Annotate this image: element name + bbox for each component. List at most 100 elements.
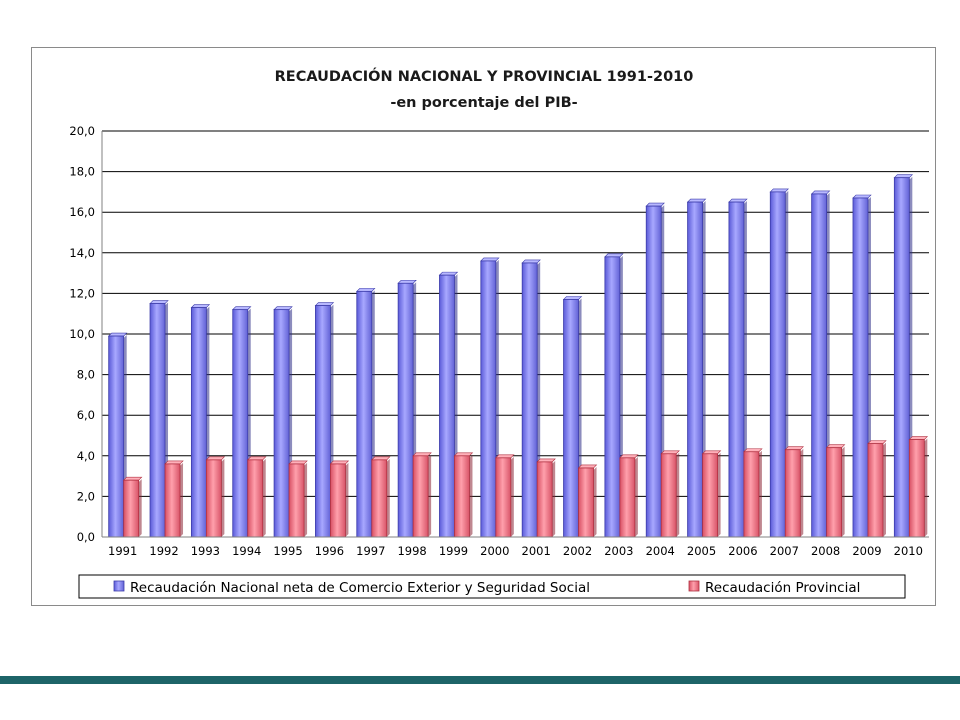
bar-nacional-top	[852, 194, 872, 199]
bar-provincial-side	[552, 460, 556, 537]
bar-provincial-top	[577, 464, 598, 469]
bottom-accent-band	[0, 676, 960, 684]
chart-subtitle: -en porcentaje del PIB-	[390, 95, 577, 111]
bar-provincial	[371, 459, 388, 538]
bar-nacional	[563, 299, 579, 538]
bar-provincial	[826, 447, 843, 538]
bar-nacional	[769, 191, 786, 538]
x-tick-label: 2001	[522, 544, 551, 558]
bar-nacional	[149, 303, 166, 538]
bar-nacional	[439, 274, 455, 538]
bar-provincial-side	[882, 442, 886, 537]
y-tick-label: 10,0	[69, 327, 95, 341]
legend: Recaudación Nacional neta de Comercio Ex…	[78, 574, 906, 599]
bar-provincial	[619, 457, 636, 538]
y-axis-tick-labels: 0,0 2,0 4,0 6,0 8,0 10,0 12,0 14,0 16,0 18,0 20,0	[69, 124, 95, 544]
bar-nacional	[645, 205, 662, 538]
bar-provincial-top	[619, 454, 639, 459]
y-tick-label: 20,0	[69, 124, 95, 138]
bar-nacional	[480, 260, 497, 538]
bar-nacional	[728, 201, 745, 538]
chart-title: RECAUDACIÓN NACIONAL Y PROVINCIAL 1991-2…	[275, 67, 694, 85]
bar-provincial	[205, 459, 222, 538]
bar-provincial	[454, 455, 470, 538]
bar-nacional-top	[769, 188, 789, 193]
bar-nacional-top	[686, 198, 707, 203]
bar-nacional-top	[397, 279, 417, 284]
bar-nacional	[108, 335, 125, 538]
bar-provincial-top	[205, 456, 226, 461]
bar-provincial-top	[495, 454, 515, 459]
bar-provincial-top	[784, 446, 804, 451]
bar-provincial-side	[593, 466, 597, 537]
bar-provincial-top	[867, 440, 887, 444]
bar-provincial	[743, 451, 760, 538]
chart-frame: RECAUDACIÓN NACIONAL Y PROVINCIAL 1991-2…	[31, 47, 936, 606]
bar-provincial-side	[510, 456, 514, 537]
bar-provincial	[330, 463, 346, 538]
bar-provincial-side	[304, 462, 308, 537]
bar-provincial-top	[412, 452, 432, 457]
bar-provincial-top	[122, 476, 143, 481]
bar-nacional-top	[314, 302, 335, 306]
bar-provincial	[578, 467, 594, 538]
bar-provincial	[908, 439, 925, 538]
bar-nacional-top	[728, 198, 748, 203]
x-tick-label: 2006	[728, 544, 757, 558]
legend-swatch-provincial	[688, 580, 700, 592]
bar-nacional-top	[356, 288, 376, 292]
bar-provincial-top	[908, 436, 929, 440]
y-tick-label: 12,0	[69, 286, 95, 300]
bar-provincial	[495, 457, 512, 538]
y-tick-label: 14,0	[69, 246, 95, 260]
y-tick-label: 6,0	[77, 408, 95, 422]
bar-provincial	[123, 479, 140, 538]
legend-label-provincial: Recaudación Provincial	[705, 580, 860, 596]
bar-chart: RECAUDACIÓN NACIONAL Y PROVINCIAL 1991-2…	[69, 67, 929, 599]
bar-provincial-side	[800, 448, 804, 537]
bar-nacional	[521, 262, 538, 538]
bar-provincial-side	[262, 458, 266, 537]
x-tick-label: 2007	[770, 544, 799, 558]
x-tick-label: 2010	[894, 544, 923, 558]
bar-nacional	[687, 201, 703, 538]
bars	[107, 174, 929, 538]
bar-provincial	[164, 463, 181, 538]
bar-provincial-side	[758, 450, 762, 537]
bar-provincial-side	[428, 454, 432, 537]
bar-nacional	[893, 177, 910, 538]
bar-nacional-top	[480, 257, 500, 262]
bar-provincial-side	[138, 479, 142, 537]
bar-provincial-side	[717, 452, 721, 537]
y-tick-label: 4,0	[77, 449, 95, 463]
x-tick-label: 1995	[273, 544, 302, 558]
bar-nacional	[190, 307, 207, 538]
bar-provincial	[784, 449, 801, 538]
bar-provincial-side	[345, 462, 349, 537]
bar-nacional-top	[190, 304, 211, 308]
bar-nacional-top	[521, 259, 541, 264]
bar-provincial-top	[247, 456, 267, 461]
bar-provincial-side	[469, 454, 473, 537]
bar-nacional-top	[273, 306, 293, 310]
bar-provincial	[288, 463, 305, 538]
bar-provincial-top	[825, 444, 846, 448]
grid-lines	[102, 130, 929, 497]
bar-nacional	[604, 256, 621, 538]
y-tick-label: 16,0	[69, 205, 95, 219]
y-tick-label: 18,0	[69, 165, 95, 179]
x-tick-label: 2009	[852, 544, 881, 558]
bar-nacional-top	[149, 300, 169, 304]
x-tick-label: 1997	[356, 544, 385, 558]
x-tick-label: 1998	[397, 544, 426, 558]
x-tick-label: 1993	[191, 544, 220, 558]
legend-label-nacional: Recaudación Nacional neta de Comercio Ex…	[130, 580, 590, 596]
bar-provincial-top	[288, 460, 308, 465]
bar-provincial	[702, 453, 718, 538]
x-tick-label: 2008	[811, 544, 840, 558]
x-tick-label: 2000	[480, 544, 509, 558]
bar-provincial-side	[221, 458, 225, 537]
bar-nacional-top	[438, 271, 459, 276]
bar-nacional	[397, 282, 414, 538]
bar-nacional	[273, 309, 290, 538]
